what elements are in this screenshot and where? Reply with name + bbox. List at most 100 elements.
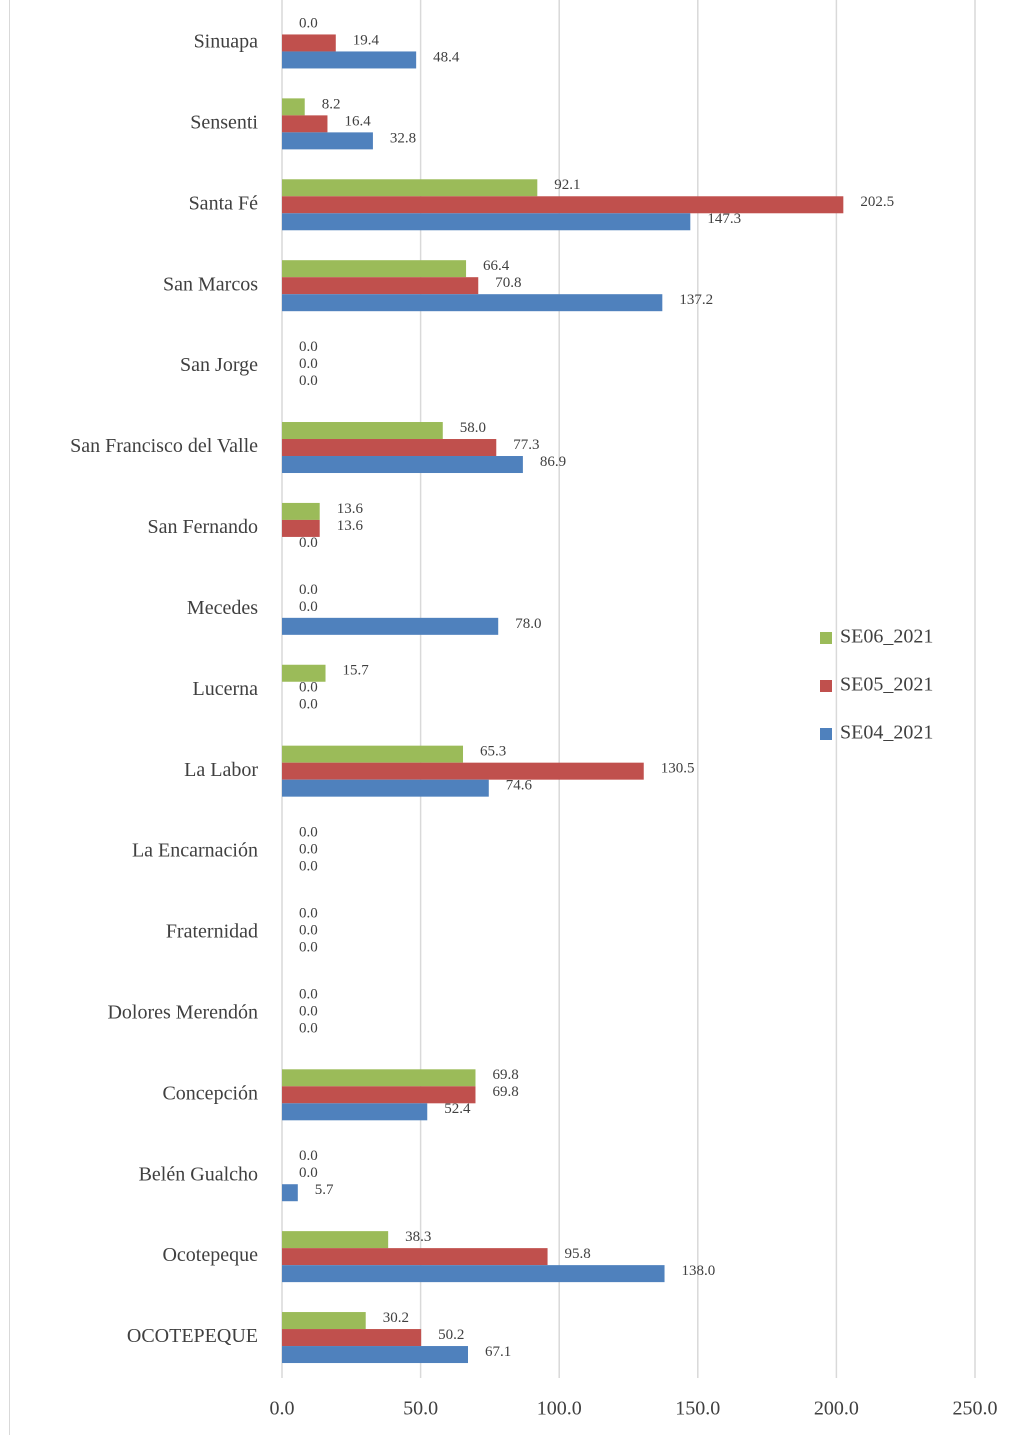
- y-tick-label: Sensenti: [190, 111, 258, 133]
- x-tick-label: 0.0: [270, 1398, 295, 1420]
- y-tick-label: Belén Gualcho: [139, 1163, 258, 1185]
- x-tick-label: 100.0: [537, 1398, 582, 1420]
- data-label: 50.2: [438, 1327, 464, 1343]
- data-label: 19.4: [353, 32, 380, 48]
- data-label: 0.0: [299, 373, 318, 389]
- data-label: 147.3: [707, 211, 741, 227]
- y-tick-label: Santa Fé: [189, 192, 259, 214]
- data-label: 67.1: [485, 1344, 511, 1360]
- y-tick-label: Concepción: [162, 1082, 258, 1104]
- data-label: 0.0: [299, 842, 318, 858]
- data-label: 58.0: [460, 420, 486, 436]
- data-label: 0.0: [299, 356, 318, 372]
- x-tick-label: 150.0: [675, 1398, 720, 1420]
- data-label: 0.0: [299, 1020, 318, 1036]
- bar: [282, 779, 489, 797]
- data-label: 0.0: [299, 697, 318, 713]
- bar: [282, 422, 443, 440]
- y-tick-label: Dolores Merendón: [107, 1001, 258, 1023]
- bar: [282, 1265, 665, 1283]
- bar: [282, 439, 497, 457]
- bar: [282, 762, 644, 780]
- data-label: 13.6: [337, 518, 364, 534]
- data-label: 86.9: [540, 454, 566, 470]
- data-label: 138.0: [682, 1263, 716, 1279]
- bar: [282, 196, 844, 214]
- data-label: 69.8: [492, 1067, 518, 1083]
- data-label: 0.0: [299, 1165, 318, 1181]
- data-label: 0.0: [299, 859, 318, 875]
- bar: [282, 1329, 422, 1347]
- legend-label: SE06_2021: [840, 626, 933, 648]
- data-label: 69.8: [492, 1084, 518, 1100]
- y-tick-label: La Encarnación: [132, 840, 258, 862]
- y-tick-label: San Jorge: [180, 354, 258, 376]
- bar: [282, 260, 467, 278]
- bar: [282, 277, 479, 295]
- y-tick-label: Lucerna: [192, 678, 258, 700]
- data-label: 0.0: [299, 939, 318, 955]
- legend-swatch: [820, 632, 832, 644]
- bar: [282, 294, 663, 312]
- data-label: 15.7: [343, 663, 370, 679]
- data-label: 8.2: [322, 96, 341, 112]
- bar: [282, 745, 464, 763]
- data-label: 0.0: [299, 15, 318, 31]
- bar: [282, 502, 320, 520]
- x-tick-label: 200.0: [814, 1398, 859, 1420]
- x-tick-label: 250.0: [953, 1398, 998, 1420]
- bar: [282, 132, 373, 150]
- data-label: 0.0: [299, 680, 318, 696]
- data-label: 0.0: [299, 825, 318, 841]
- y-tick-label: San Marcos: [163, 273, 258, 295]
- y-tick-label: Ocotepeque: [162, 1244, 258, 1266]
- bar: [282, 1103, 428, 1121]
- data-label: 5.7: [315, 1182, 334, 1198]
- legend-swatch: [820, 680, 832, 692]
- bar: [282, 51, 417, 69]
- x-tick-label: 50.0: [403, 1398, 438, 1420]
- bar: [282, 98, 305, 116]
- data-label: 202.5: [860, 194, 894, 210]
- data-label: 0.0: [299, 1003, 318, 1019]
- bar: [282, 617, 499, 635]
- y-tick-label: Sinuapa: [194, 31, 259, 53]
- legend-label: SE04_2021: [840, 722, 933, 744]
- data-label: 0.0: [299, 599, 318, 615]
- bar: [282, 664, 326, 682]
- data-label: 70.8: [495, 275, 521, 291]
- bar: [282, 519, 320, 537]
- legend-label: SE05_2021: [840, 674, 933, 696]
- bar: [282, 1346, 469, 1364]
- data-label: 13.6: [337, 501, 364, 517]
- data-label: 66.4: [483, 258, 510, 274]
- y-tick-label: Fraternidad: [166, 921, 258, 943]
- bar: [282, 1184, 298, 1202]
- data-label: 65.3: [480, 744, 506, 760]
- bar: [282, 34, 336, 52]
- data-label: 95.8: [565, 1246, 591, 1262]
- data-label: 0.0: [299, 582, 318, 598]
- data-label: 92.1: [554, 177, 580, 193]
- data-label: 77.3: [513, 437, 539, 453]
- data-label: 137.2: [679, 292, 713, 308]
- data-label: 30.2: [383, 1310, 409, 1326]
- data-label: 0.0: [299, 1148, 318, 1164]
- data-label: 74.6: [506, 778, 533, 794]
- bar: [282, 1069, 476, 1087]
- data-label: 0.0: [299, 922, 318, 938]
- y-tick-label: San Fernando: [147, 516, 258, 538]
- bar: [282, 456, 523, 474]
- data-label: 38.3: [405, 1229, 431, 1245]
- data-label: 0.0: [299, 339, 318, 355]
- data-label: 52.4: [444, 1101, 471, 1117]
- bar: [282, 1231, 389, 1249]
- y-tick-label: Mecedes: [187, 597, 258, 619]
- data-label: 16.4: [344, 113, 371, 129]
- data-label: 0.0: [299, 905, 318, 921]
- legend-swatch: [820, 728, 832, 740]
- data-label: 32.8: [390, 130, 416, 146]
- bar: [282, 115, 328, 133]
- data-label: 130.5: [661, 761, 695, 777]
